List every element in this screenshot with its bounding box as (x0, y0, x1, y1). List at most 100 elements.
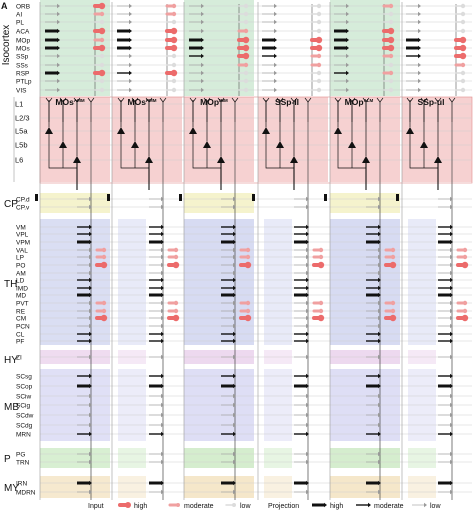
subcortical-projection (450, 323, 453, 329)
subcortical-projection (306, 459, 309, 465)
subcortical-projection (161, 412, 164, 418)
subcortical-projection (161, 323, 164, 329)
subcortical-input (172, 314, 180, 322)
column-name: MOp (200, 97, 219, 107)
region-label: VPM (16, 240, 30, 247)
column-superscript: IMM (219, 98, 228, 103)
iso-input (459, 44, 467, 52)
subcortical-projection (306, 239, 309, 245)
iso-projection (201, 78, 204, 84)
region-label: MDRN (16, 490, 36, 497)
subcortical-projection (378, 489, 381, 495)
subcortical-projection (89, 239, 92, 245)
region-band (330, 193, 400, 213)
axon-tree (265, 134, 294, 169)
legend-input-dot (125, 502, 131, 508)
iso-input (243, 3, 249, 9)
legend-input-label: Input (88, 503, 104, 510)
subcortical-projection (89, 277, 92, 283)
region-label: PTLp (16, 79, 32, 86)
iso-input (99, 78, 105, 84)
iso-input (171, 62, 177, 68)
subcortical-projection (378, 323, 381, 329)
subcortical-input (173, 254, 179, 260)
subcortical-projection (233, 231, 236, 237)
region-band (264, 448, 292, 468)
pyramidal-neuron (348, 141, 356, 148)
subcortical-projection (161, 262, 164, 268)
iso-projection (201, 53, 204, 59)
column-header: MOsAMM (55, 97, 84, 107)
iso-projection (274, 62, 277, 68)
subcortical-projection (450, 422, 453, 428)
iso-projection (418, 11, 421, 17)
subcortical-projection (89, 338, 92, 344)
column-name: MOp (345, 97, 364, 107)
iso-projection (418, 19, 421, 25)
subcortical-projection (89, 285, 92, 291)
subcortical-projection (306, 489, 309, 495)
subcortical-projection (161, 422, 164, 428)
iso-input (243, 70, 249, 76)
iso-input (316, 3, 322, 9)
subcortical-projection (450, 431, 453, 437)
subcortical-input (318, 247, 324, 253)
iso-input (243, 78, 249, 84)
iso-input (98, 2, 106, 10)
iso-projection (418, 78, 421, 84)
legend-input-level: high (134, 503, 147, 510)
subcortical-projection (306, 262, 309, 268)
subcortical-projection (378, 300, 381, 306)
column-name: SSp-ul (418, 97, 445, 107)
region-band (40, 219, 110, 345)
subcortical-projection (450, 383, 453, 389)
subcortical-input (100, 261, 108, 269)
group-label-mb: MB (4, 402, 19, 413)
subcortical-projection (89, 451, 92, 457)
subcortical-projection (161, 239, 164, 245)
subcortical-projection (233, 270, 236, 276)
pyramidal-neuron (217, 156, 225, 163)
region-band (184, 476, 254, 498)
subcortical-projection (450, 262, 453, 268)
iso-input (171, 53, 177, 59)
pyramidal-neuron (189, 127, 197, 134)
axon-tree (120, 134, 149, 169)
iso-projection (418, 3, 421, 9)
iso-input (99, 87, 105, 93)
subcortical-projection (161, 247, 164, 253)
region-band (118, 219, 146, 345)
iso-input (99, 19, 105, 25)
subcortical-projection (89, 262, 92, 268)
region-label: L5a (15, 127, 28, 136)
subcortical-projection (233, 323, 236, 329)
column-header: MOpIMM (200, 97, 228, 107)
subcortical-projection (89, 254, 92, 260)
iso-projection (57, 19, 60, 25)
subcortical-projection (378, 308, 381, 314)
subcortical-projection (233, 431, 236, 437)
subcortical-projection (450, 480, 453, 486)
subcortical-projection (233, 300, 236, 306)
subcortical-projection (306, 196, 309, 202)
subcortical-projection (378, 254, 381, 260)
region-label: IRN (16, 481, 28, 488)
iso-input (316, 62, 322, 68)
iso-projection (129, 87, 132, 93)
region-band (118, 476, 146, 498)
subcortical-input (462, 300, 468, 306)
region-label: SCsg (16, 374, 32, 381)
iso-projection (57, 11, 60, 17)
group-label-cp: CP (4, 199, 18, 210)
axon-tree (409, 134, 438, 169)
iso-input (388, 78, 394, 84)
subcortical-projection (161, 254, 164, 260)
region-band (184, 219, 254, 345)
column-name: MOs (55, 97, 74, 107)
subcortical-projection (89, 402, 92, 408)
subcortical-projection (233, 451, 236, 457)
subcortical-projection (450, 354, 453, 360)
region-band (264, 219, 292, 345)
iso-projection (346, 78, 349, 84)
